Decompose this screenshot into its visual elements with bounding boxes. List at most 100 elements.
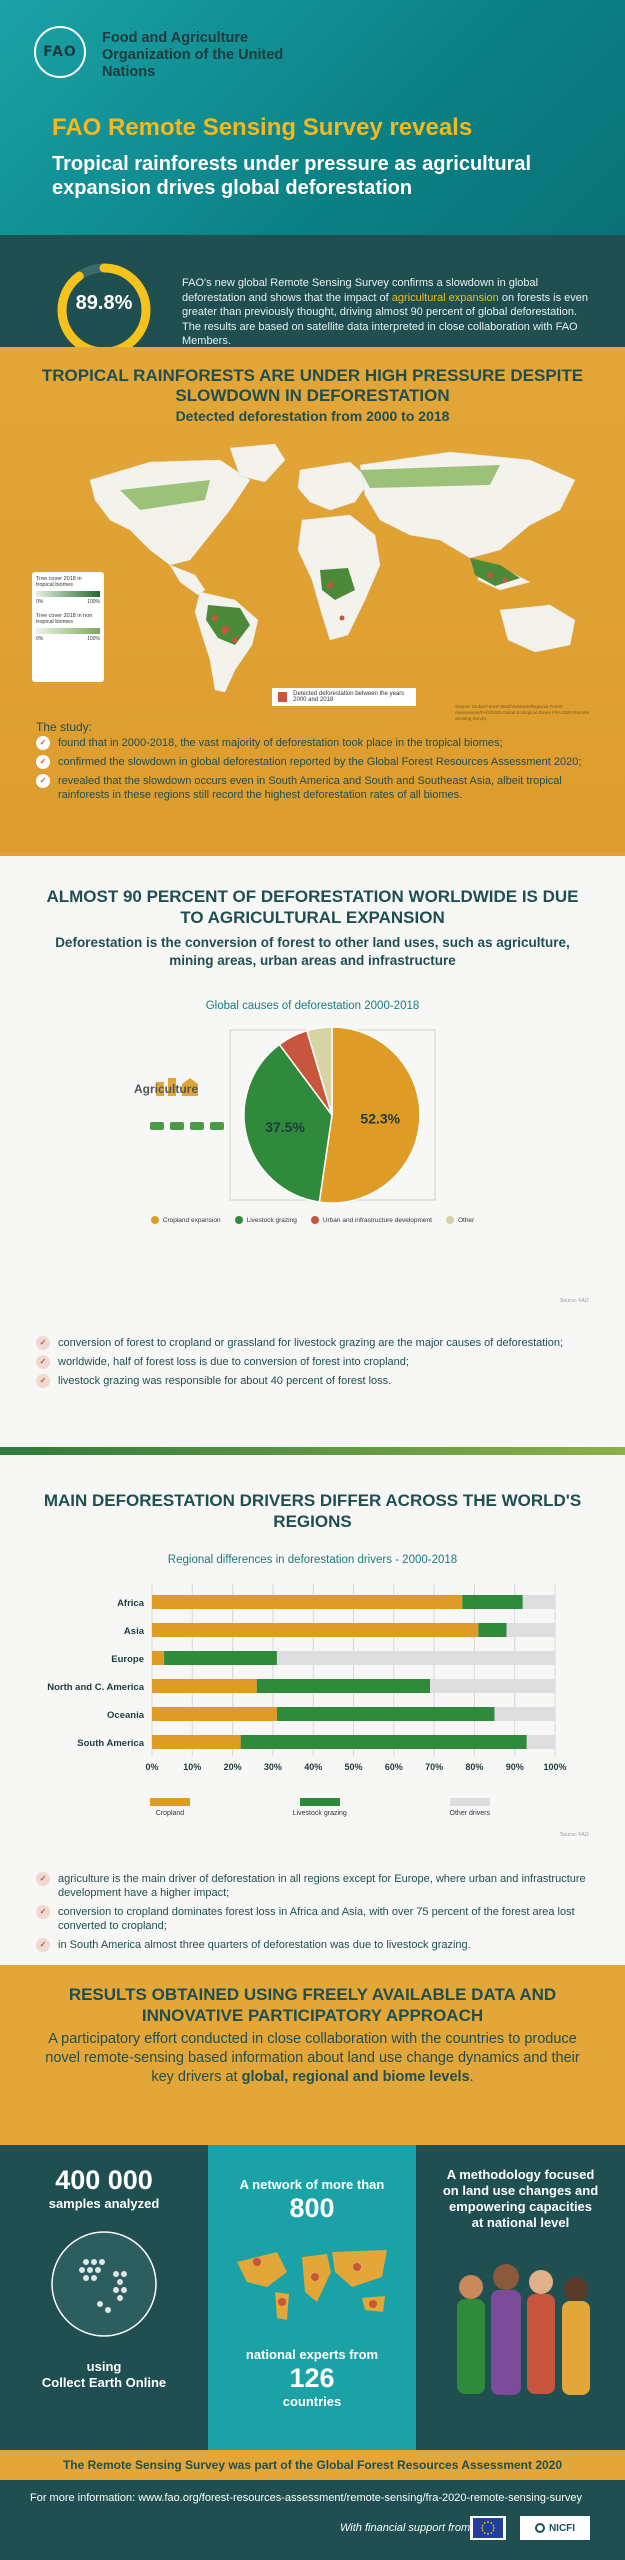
legend-dot xyxy=(234,1216,243,1224)
bar-rows: Africa Asia Europe North and C. America Ocea… xyxy=(47,1595,555,1749)
list-item: ✓ confirmed the slowdown in global defore… xyxy=(36,755,596,769)
cow-icon xyxy=(190,1122,204,1130)
list-item: ✓ livestock grazing was responsible for a… xyxy=(36,1374,596,1388)
bar-segment xyxy=(478,1623,507,1637)
bar-ticks: 0% 10% 20% 30% 40% 50% 60% 70% 80% 90% 100% xyxy=(145,1762,566,1772)
legend-max: 100% xyxy=(87,599,100,605)
samples-using: using xyxy=(86,2359,122,2374)
methodology-panel: A methodology focused on land use change… xyxy=(416,2145,625,2450)
eu-flag-icon[interactable] xyxy=(470,2516,506,2540)
network-value: 800 xyxy=(289,2193,335,2223)
map-section-subtitle: Detected deforestation from 2000 to 2018 xyxy=(175,408,450,424)
results-text-bold: global, regional and biome levels xyxy=(241,2069,470,2085)
legend-label: Urban and infrastructure development xyxy=(322,1216,432,1224)
legend-item: Livestock grazing xyxy=(293,1798,347,1817)
list-item-text: livestock grazing was responsible for ab… xyxy=(58,1375,392,1387)
intro-band xyxy=(0,235,625,347)
bullet-icon: ✓ xyxy=(36,1905,50,1919)
legend-label: Livestock grazing xyxy=(246,1216,297,1224)
more-info-link[interactable]: For more information: www.fao.org/forest… xyxy=(30,2492,583,2504)
network-panel: A network of more than 800 national expe… xyxy=(208,2145,416,2450)
legend-nontropical-scale: 0% 100% xyxy=(36,636,100,642)
intro-text-start: FAO's new global Remote Sensing Survey c… xyxy=(182,277,539,304)
legend-min: 0% xyxy=(36,636,44,642)
intro-text-highlight: agricultural expansion xyxy=(391,291,499,304)
page-subtitle: Tropical rainforests under pressure as a… xyxy=(52,153,532,199)
pie-slice xyxy=(318,1026,421,1204)
legend-max: 100% xyxy=(87,636,100,642)
deforestation-swatch xyxy=(278,692,288,702)
agriculture-list: ✓ conversion of forest to cropland or gra… xyxy=(36,1336,596,1393)
bar-legend: Cropland Livestock grazing Other drivers xyxy=(150,1798,490,1817)
bar-chart-title: Regional differences in deforestation dr… xyxy=(167,1554,458,1566)
list-item: ✓ conversion of forest to cropland or gra… xyxy=(36,1336,596,1350)
footer-banner xyxy=(0,2450,625,2480)
deforestation-legend-label: Detected deforestation between the years… xyxy=(293,691,405,703)
experts-label: national experts from xyxy=(245,2347,379,2362)
nicfi-logo[interactable]: NICFI xyxy=(520,2516,590,2540)
bar-segment xyxy=(430,1679,555,1693)
study-list: ✓ found that in 2000-2018, the vast major… xyxy=(36,736,596,807)
legend-swatch xyxy=(299,1798,340,1806)
cow-icon xyxy=(170,1122,184,1130)
results-section-title: RESULTS OBTAINED USING FREELY AVAILABLE … xyxy=(68,1985,557,2025)
fao-logo-text: FAO xyxy=(43,44,77,60)
category-label: South America xyxy=(77,1738,144,1749)
silo-icon xyxy=(168,1078,176,1096)
legend-item: Other drivers xyxy=(450,1798,490,1817)
legend-item: Cropland xyxy=(150,1798,190,1817)
bar-segment xyxy=(152,1707,277,1721)
bullet-icon: ✓ xyxy=(36,1938,50,1952)
globe-icon xyxy=(51,2231,157,2337)
list-item-text: agriculture is the main driver of defore… xyxy=(58,1873,586,1899)
org-name: Food and Agriculture Organization of the… xyxy=(102,30,284,80)
bullet-icon: ✓ xyxy=(36,1355,50,1369)
list-item-text: conversion of forest to cropland or gras… xyxy=(58,1337,564,1349)
silo-icon xyxy=(156,1082,164,1096)
australia-shape xyxy=(499,604,576,653)
barn-icon xyxy=(182,1078,198,1096)
defor-point xyxy=(502,577,508,583)
bar-segment xyxy=(152,1651,165,1665)
list-item-text: found that in 2000-2018, the vast majori… xyxy=(58,737,503,749)
pie-chart: 52.3%37.5%5.6%4.6% xyxy=(150,1026,436,1204)
x-tick-label: 30% xyxy=(264,1762,282,1772)
list-item: ✓ revealed that the slowdown occurs even … xyxy=(36,774,596,802)
bar-segment xyxy=(152,1735,241,1749)
countries-label: countries xyxy=(282,2394,342,2409)
list-item-text: in South America almost three quarters o… xyxy=(58,1939,471,1951)
bar-segment xyxy=(152,1623,479,1637)
pie-value-label: 52.3% xyxy=(360,1110,400,1126)
fao-logo[interactable]: FAO xyxy=(34,26,86,78)
list-item: ✓ found that in 2000-2018, the vast major… xyxy=(36,736,596,750)
category-label: North and C. America xyxy=(47,1682,144,1693)
pie-slices xyxy=(243,1026,421,1204)
bullet-icon: ✓ xyxy=(36,755,50,769)
legend-min: 0% xyxy=(36,599,44,605)
x-tick-label: 100% xyxy=(543,1762,566,1772)
header-banner xyxy=(0,0,625,235)
study-label: The study: xyxy=(36,720,93,734)
people-illustration xyxy=(456,2264,590,2395)
samples-value: 400 000 xyxy=(55,2165,153,2195)
bar-segment xyxy=(240,1735,527,1749)
deforestation-legend: Detected deforestation between the years… xyxy=(272,688,416,706)
bar-segment xyxy=(152,1595,463,1609)
pie-legend: Cropland expansion Livestock grazing Urb… xyxy=(60,1216,565,1224)
bar-grid xyxy=(151,1584,556,1756)
intro-text-end: on forests is even greater than previous… xyxy=(182,291,589,348)
greenland-shape xyxy=(229,443,286,483)
bar-source: Source: FAO xyxy=(560,1832,589,1838)
legend-nontropical-label: Tree cover 2018 in non tropical biomes xyxy=(36,613,93,625)
results-section xyxy=(0,1965,625,2145)
list-item: ✓ agriculture is the main driver of defor… xyxy=(36,1872,596,1900)
countries-value: 126 xyxy=(289,2363,335,2393)
defor-point xyxy=(339,615,345,621)
forest-sea xyxy=(470,558,520,586)
bar-chart: Africa Asia Europe North and C. America Ocea… xyxy=(47,1584,567,1772)
section-divider xyxy=(0,852,625,856)
forest-boreal-na xyxy=(120,480,210,510)
legend-label: Livestock grazing xyxy=(292,1810,347,1817)
intro-text: FAO's new global Remote Sensing Survey c… xyxy=(182,276,592,349)
category-label: Oceania xyxy=(107,1710,145,1721)
